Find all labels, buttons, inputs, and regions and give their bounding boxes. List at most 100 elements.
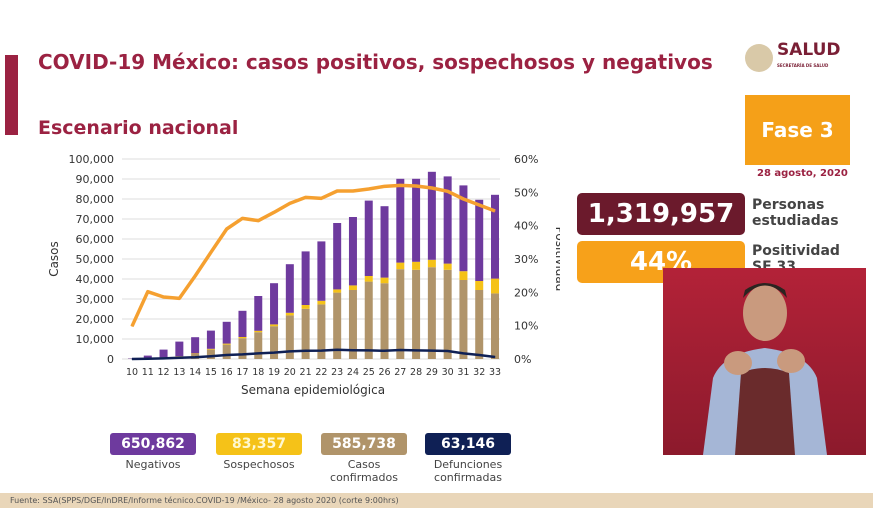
point-positividad xyxy=(210,251,212,253)
x-tick-label: 13 xyxy=(173,367,185,378)
x-tick-label: 14 xyxy=(189,367,201,378)
x-tick-label: 12 xyxy=(158,367,170,378)
bar-negativos xyxy=(206,330,215,349)
x-tick-label: 20 xyxy=(284,367,296,378)
y-tick-label: 100,000 xyxy=(69,153,115,166)
phase-badge: Fase 3 xyxy=(745,95,850,165)
summary-sospechosos-label: Sospechosos xyxy=(223,458,295,471)
bar-sospechosos xyxy=(427,259,436,268)
stat-positividad-value: 44% xyxy=(577,241,745,283)
bar-negativos xyxy=(348,217,357,286)
y2-tick-label: 20% xyxy=(514,286,538,299)
summary-defunciones-label: Defunciones confirmadas xyxy=(433,458,503,484)
bar-sospechosos xyxy=(317,300,326,305)
bar-confirmados xyxy=(317,304,326,359)
point-positividad xyxy=(178,297,180,299)
bar-sospechosos xyxy=(222,343,231,345)
point-defunciones xyxy=(226,354,228,356)
y-tick-label: 90,000 xyxy=(76,173,115,186)
report-date: 28 agosto, 2020 xyxy=(757,168,848,179)
bar-sospechosos xyxy=(254,330,263,333)
bar-negativos xyxy=(285,264,294,313)
sign-language-video xyxy=(663,268,866,455)
seal-icon xyxy=(745,44,773,72)
x-axis-label: Semana epidemiológica xyxy=(241,383,385,397)
point-positividad xyxy=(494,210,496,212)
bar-negativos xyxy=(301,251,310,305)
bar-negativos xyxy=(238,310,247,337)
x-tick-label: 17 xyxy=(236,367,248,378)
bar-sospechosos xyxy=(301,305,310,309)
point-positividad xyxy=(305,196,307,198)
point-defunciones xyxy=(447,350,449,352)
x-tick-label: 19 xyxy=(268,367,280,378)
point-positividad xyxy=(399,184,401,186)
point-positividad xyxy=(320,197,322,199)
summary-negativos-label: Negativos xyxy=(125,458,181,471)
point-defunciones xyxy=(352,349,354,351)
x-tick-label: 30 xyxy=(442,367,454,378)
x-tick-label: 24 xyxy=(347,367,359,378)
point-positividad xyxy=(273,211,275,213)
point-positividad xyxy=(226,228,228,230)
source-footer: Fuente: SSA(SPPS/DGE/InDRE/Informe técni… xyxy=(0,493,873,508)
page-subtitle: Escenario nacional xyxy=(38,117,239,139)
bar-confirmados xyxy=(380,283,389,359)
summary-confirmados-label: Casos confirmados xyxy=(330,458,398,484)
point-positividad xyxy=(131,325,133,327)
y2-tick-label: 60% xyxy=(514,153,538,166)
point-positividad xyxy=(478,204,480,206)
summary-defunciones-value: 63,146 xyxy=(425,433,511,455)
x-tick-label: 33 xyxy=(489,367,501,378)
point-defunciones xyxy=(178,357,180,359)
x-tick-label: 26 xyxy=(378,367,390,378)
bar-confirmados xyxy=(301,308,310,359)
salud-logo: SALUD SECRETARÍA DE SALUD xyxy=(745,42,841,74)
bar-sospechosos xyxy=(206,348,215,350)
x-tick-label: 29 xyxy=(426,367,438,378)
bar-confirmados xyxy=(427,267,436,359)
bar-sospechosos xyxy=(364,276,373,282)
stat-personas-label: Personas estudiadas xyxy=(752,197,839,229)
point-defunciones xyxy=(415,349,417,351)
bar-confirmados xyxy=(270,326,279,359)
y-tick-label: 30,000 xyxy=(76,293,115,306)
x-tick-label: 23 xyxy=(331,367,343,378)
point-defunciones xyxy=(289,350,291,352)
point-defunciones xyxy=(147,358,149,360)
point-positividad xyxy=(447,190,449,192)
bar-negativos xyxy=(427,171,436,260)
bar-negativos xyxy=(159,349,168,358)
y-tick-label: 40,000 xyxy=(76,273,115,286)
bar-negativos xyxy=(143,355,152,359)
bar-confirmados xyxy=(285,315,294,359)
x-tick-label: 28 xyxy=(410,367,422,378)
logo-small-text: SECRETARÍA DE SALUD xyxy=(777,63,829,68)
y-tick-label: 10,000 xyxy=(76,333,115,346)
bar-confirmados xyxy=(222,344,231,359)
x-tick-label: 32 xyxy=(473,367,485,378)
bar-negativos xyxy=(475,199,484,281)
point-defunciones xyxy=(431,350,433,352)
bar-confirmados xyxy=(333,292,342,359)
y-tick-label: 70,000 xyxy=(76,213,115,226)
accent-bar xyxy=(5,55,18,135)
x-tick-label: 31 xyxy=(457,367,469,378)
bar-sospechosos xyxy=(475,281,484,290)
point-defunciones xyxy=(384,350,386,352)
bar-negativos xyxy=(396,178,405,263)
bar-negativos xyxy=(459,185,468,272)
y-tick-label: 0 xyxy=(107,353,114,366)
cases-chart: 0 10,000 20,000 30,000 40,000 50,000 60,000 70,… xyxy=(47,153,560,397)
point-defunciones xyxy=(305,350,307,352)
bar-sospechosos xyxy=(491,278,499,294)
bar-sospechosos xyxy=(285,312,294,316)
point-defunciones xyxy=(368,349,370,351)
point-positividad xyxy=(241,217,243,219)
point-defunciones xyxy=(241,353,243,355)
bar-negativos xyxy=(380,206,389,278)
bar-confirmados xyxy=(396,269,405,359)
x-tick-label: 10 xyxy=(126,367,138,378)
bar-negativos xyxy=(443,176,452,264)
point-positividad xyxy=(431,187,433,189)
